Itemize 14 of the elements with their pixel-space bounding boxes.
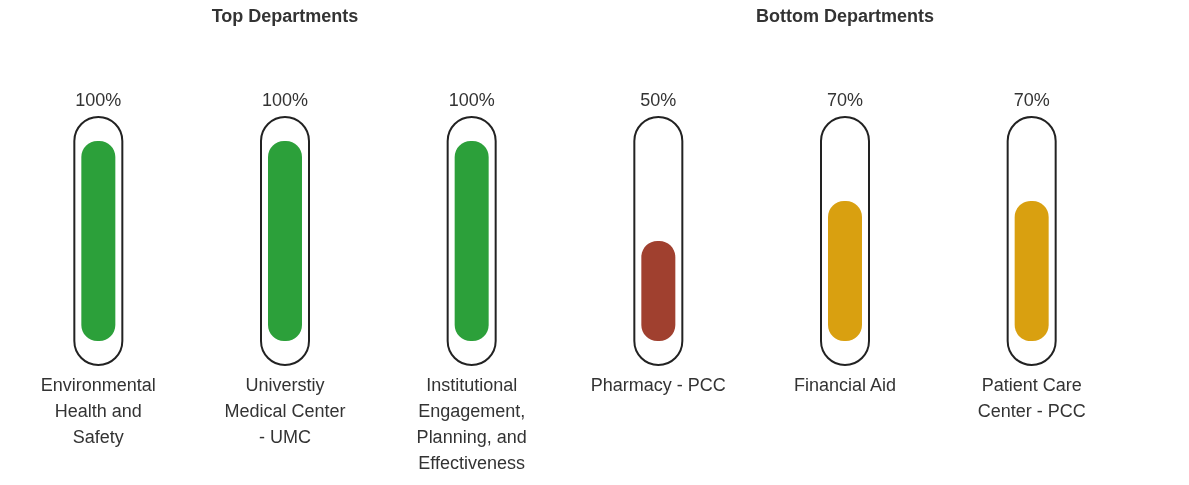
category-label: Institutional Engagement, Planning, and Effectiveness	[416, 375, 527, 473]
category-label: Patient Care Center - PCC	[977, 375, 1086, 421]
category-label: Universtiy Medical Center - UMC	[224, 375, 346, 447]
data-label: 100%	[75, 90, 122, 110]
data-label: 70%	[1013, 90, 1050, 110]
category-label: Environmental Health and Safety	[40, 375, 156, 447]
text: Bottom Departments	[755, 6, 935, 26]
data-label: 50%	[640, 90, 677, 110]
data-label: 100%	[448, 90, 495, 110]
category-label: Financial Aid	[793, 375, 897, 395]
data-label: 100%	[261, 90, 309, 110]
category-label: Pharmacy - PCC	[590, 375, 726, 395]
text: Top Departments	[211, 6, 359, 26]
data-label: 70%	[826, 90, 864, 110]
